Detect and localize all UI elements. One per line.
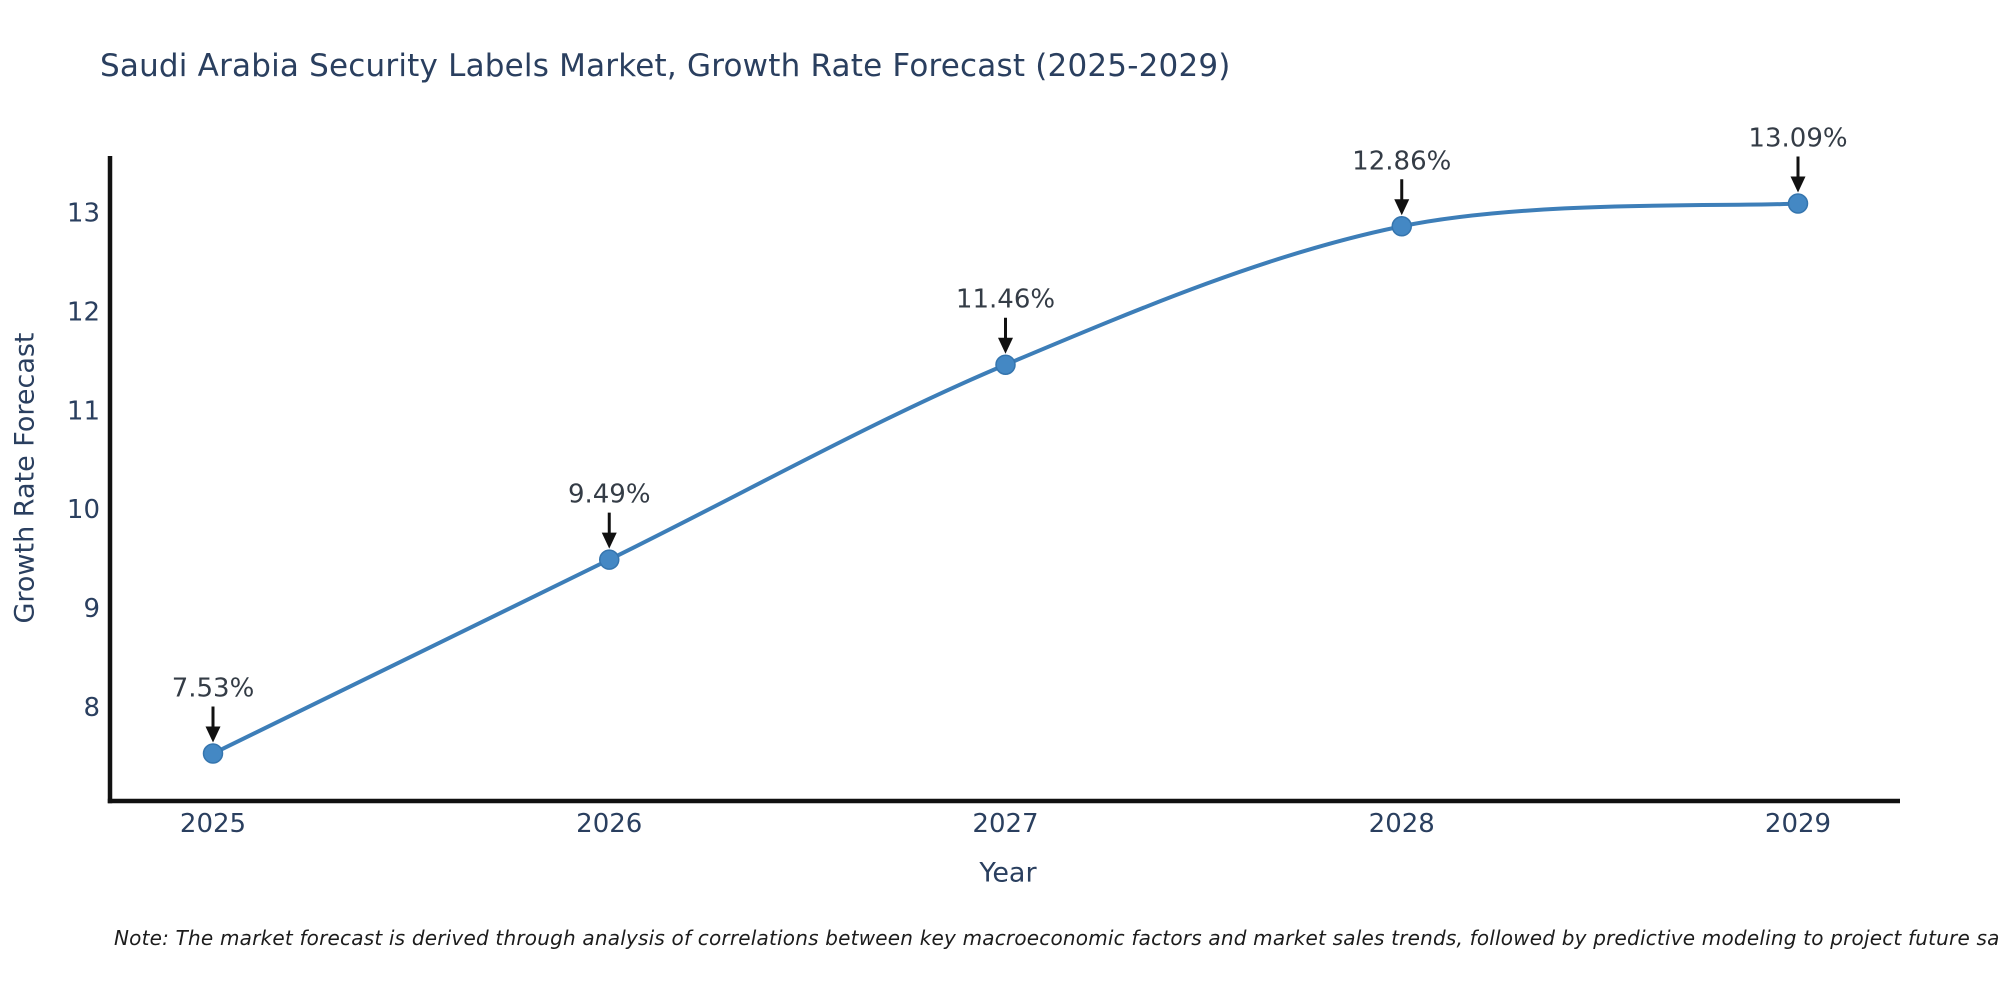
annotation-label: 7.53% (172, 674, 255, 704)
chart-note: Note: The market forecast is derived thr… (114, 926, 2000, 950)
x-tick-label: 2027 (972, 809, 1038, 839)
y-tick-label: 11 (67, 396, 100, 426)
x-tick-label: 2028 (1369, 809, 1435, 839)
data-point-marker-2027 (995, 354, 1016, 375)
annotation-arrowhead (601, 532, 617, 549)
x-tick-label: 2029 (1765, 809, 1831, 839)
chart-title: Saudi Arabia Security Labels Market, Gro… (100, 48, 1231, 84)
y-tick-label: 12 (67, 297, 100, 327)
annotation-label: 11.46% (956, 285, 1055, 315)
data-point-marker-2028 (1391, 216, 1412, 237)
data-point-marker-2025 (202, 743, 224, 764)
annotation-label: 12.86% (1352, 146, 1451, 176)
data-point-marker-2026 (599, 549, 620, 570)
annotation-arrowhead (1394, 199, 1410, 216)
data-point-marker-2029 (1787, 193, 1809, 214)
x-tick-label: 2026 (576, 809, 642, 839)
y-tick-label: 13 (67, 198, 100, 228)
x-axis-title: Year (979, 857, 1037, 889)
y-tick-label: 8 (83, 693, 100, 723)
y-tick-label: 10 (67, 495, 100, 525)
annotation-label: 13.09% (1748, 124, 1847, 154)
annotation-label: 9.49% (568, 480, 651, 510)
annotation-arrowhead (1790, 176, 1806, 193)
y-tick-label: 9 (83, 594, 100, 624)
x-tick-label: 2025 (180, 809, 246, 839)
annotation-arrowhead (998, 337, 1013, 354)
annotation-arrowhead (205, 726, 221, 743)
